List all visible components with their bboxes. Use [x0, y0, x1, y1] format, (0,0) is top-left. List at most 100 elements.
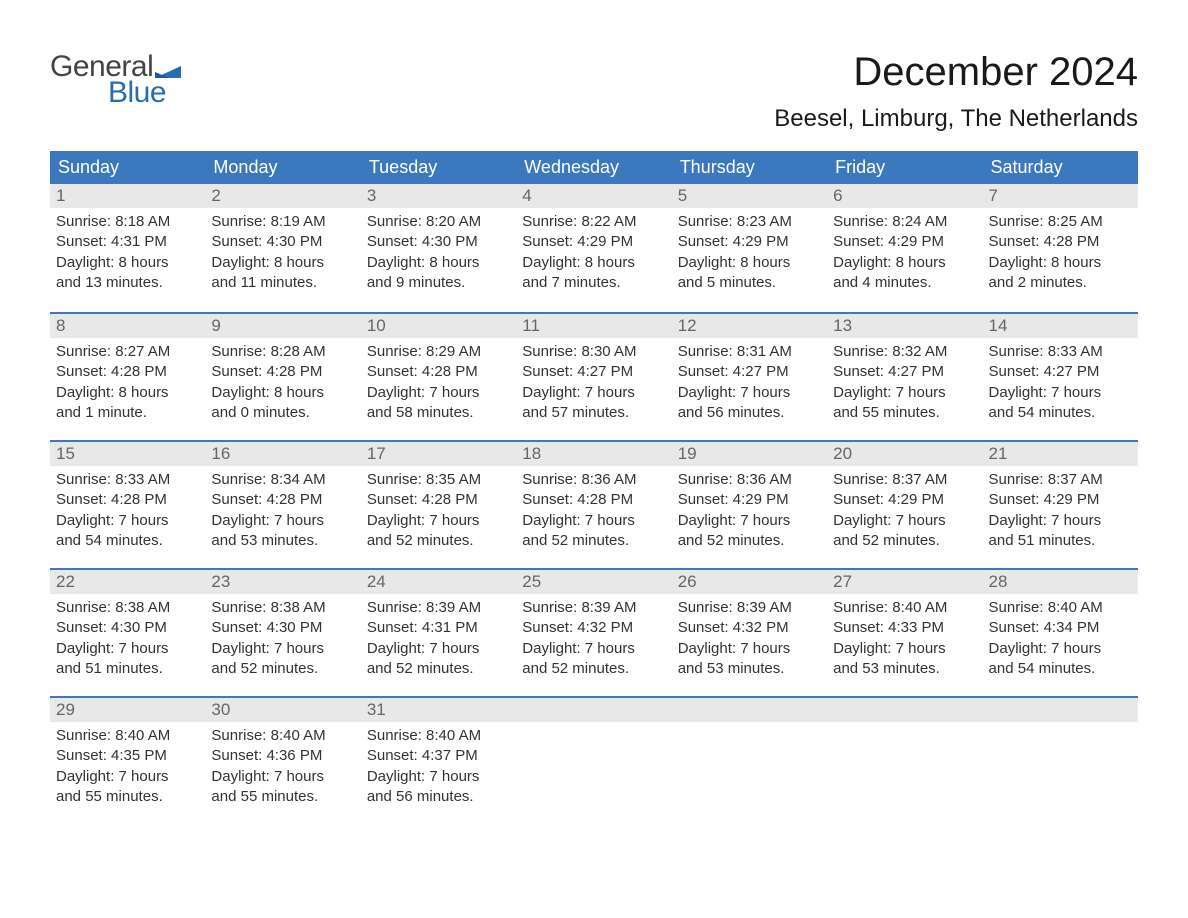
day-number: 17: [361, 442, 516, 466]
calendar-day: 5Sunrise: 8:23 AMSunset: 4:29 PMDaylight…: [672, 184, 827, 312]
calendar-day: 1Sunrise: 8:18 AMSunset: 4:31 PMDaylight…: [50, 184, 205, 312]
day-dl2: and 58 minutes.: [367, 403, 510, 423]
day-sunrise: Sunrise: 8:33 AM: [989, 342, 1132, 362]
day-dl2: and 1 minute.: [56, 403, 199, 423]
calendar-day: 29Sunrise: 8:40 AMSunset: 4:35 PMDayligh…: [50, 698, 205, 824]
day-body: Sunrise: 8:32 AMSunset: 4:27 PMDaylight:…: [827, 338, 982, 429]
day-sunset: Sunset: 4:28 PM: [211, 362, 354, 382]
day-dl2: and 0 minutes.: [211, 403, 354, 423]
day-sunrise: Sunrise: 8:36 AM: [678, 470, 821, 490]
calendar-day: 12Sunrise: 8:31 AMSunset: 4:27 PMDayligh…: [672, 314, 827, 440]
day-body: [672, 722, 827, 732]
day-number: 7: [983, 184, 1138, 208]
day-number: 30: [205, 698, 360, 722]
day-body: Sunrise: 8:28 AMSunset: 4:28 PMDaylight:…: [205, 338, 360, 429]
day-dl2: and 54 minutes.: [989, 403, 1132, 423]
day-number: 13: [827, 314, 982, 338]
day-number: 16: [205, 442, 360, 466]
day-sunrise: Sunrise: 8:37 AM: [989, 470, 1132, 490]
day-body: Sunrise: 8:40 AMSunset: 4:34 PMDaylight:…: [983, 594, 1138, 685]
day-dl1: Daylight: 7 hours: [56, 639, 199, 659]
day-dl1: Daylight: 8 hours: [678, 253, 821, 273]
calendar-week: 29Sunrise: 8:40 AMSunset: 4:35 PMDayligh…: [50, 696, 1138, 824]
day-number: [516, 698, 671, 722]
day-number: 1: [50, 184, 205, 208]
day-dl2: and 4 minutes.: [833, 273, 976, 293]
calendar-day: 16Sunrise: 8:34 AMSunset: 4:28 PMDayligh…: [205, 442, 360, 568]
day-sunset: Sunset: 4:27 PM: [522, 362, 665, 382]
day-sunrise: Sunrise: 8:40 AM: [367, 726, 510, 746]
day-body: Sunrise: 8:40 AMSunset: 4:33 PMDaylight:…: [827, 594, 982, 685]
calendar-day: 11Sunrise: 8:30 AMSunset: 4:27 PMDayligh…: [516, 314, 671, 440]
day-number: 9: [205, 314, 360, 338]
day-body: Sunrise: 8:24 AMSunset: 4:29 PMDaylight:…: [827, 208, 982, 299]
day-dl2: and 55 minutes.: [833, 403, 976, 423]
day-number: 21: [983, 442, 1138, 466]
calendar-day: 2Sunrise: 8:19 AMSunset: 4:30 PMDaylight…: [205, 184, 360, 312]
calendar-day: 19Sunrise: 8:36 AMSunset: 4:29 PMDayligh…: [672, 442, 827, 568]
day-dl2: and 56 minutes.: [678, 403, 821, 423]
day-body: Sunrise: 8:39 AMSunset: 4:31 PMDaylight:…: [361, 594, 516, 685]
calendar-day: 6Sunrise: 8:24 AMSunset: 4:29 PMDaylight…: [827, 184, 982, 312]
calendar-day: [827, 698, 982, 824]
calendar-week: 15Sunrise: 8:33 AMSunset: 4:28 PMDayligh…: [50, 440, 1138, 568]
day-body: Sunrise: 8:37 AMSunset: 4:29 PMDaylight:…: [983, 466, 1138, 557]
day-sunrise: Sunrise: 8:19 AM: [211, 212, 354, 232]
day-sunset: Sunset: 4:28 PM: [989, 232, 1132, 252]
calendar-day: 7Sunrise: 8:25 AMSunset: 4:28 PMDaylight…: [983, 184, 1138, 312]
day-body: Sunrise: 8:33 AMSunset: 4:27 PMDaylight:…: [983, 338, 1138, 429]
day-dl2: and 52 minutes.: [522, 531, 665, 551]
day-sunset: Sunset: 4:30 PM: [211, 232, 354, 252]
day-dl2: and 53 minutes.: [833, 659, 976, 679]
day-dl1: Daylight: 8 hours: [211, 253, 354, 273]
day-dl1: Daylight: 8 hours: [56, 383, 199, 403]
day-sunset: Sunset: 4:28 PM: [56, 490, 199, 510]
calendar-day: 25Sunrise: 8:39 AMSunset: 4:32 PMDayligh…: [516, 570, 671, 696]
calendar-day: [516, 698, 671, 824]
day-of-week-header: SundayMondayTuesdayWednesdayThursdayFrid…: [50, 151, 1138, 184]
day-dl1: Daylight: 7 hours: [678, 511, 821, 531]
day-sunset: Sunset: 4:36 PM: [211, 746, 354, 766]
day-dl1: Daylight: 7 hours: [367, 639, 510, 659]
day-sunset: Sunset: 4:28 PM: [56, 362, 199, 382]
day-dl2: and 2 minutes.: [989, 273, 1132, 293]
day-sunrise: Sunrise: 8:29 AM: [367, 342, 510, 362]
calendar-day: 9Sunrise: 8:28 AMSunset: 4:28 PMDaylight…: [205, 314, 360, 440]
day-dl2: and 52 minutes.: [678, 531, 821, 551]
day-dl1: Daylight: 7 hours: [211, 639, 354, 659]
day-sunset: Sunset: 4:35 PM: [56, 746, 199, 766]
day-body: Sunrise: 8:34 AMSunset: 4:28 PMDaylight:…: [205, 466, 360, 557]
calendar-day: 30Sunrise: 8:40 AMSunset: 4:36 PMDayligh…: [205, 698, 360, 824]
calendar-day: [672, 698, 827, 824]
day-sunrise: Sunrise: 8:40 AM: [989, 598, 1132, 618]
day-number: [827, 698, 982, 722]
day-sunset: Sunset: 4:29 PM: [678, 232, 821, 252]
day-dl2: and 11 minutes.: [211, 273, 354, 293]
day-body: Sunrise: 8:37 AMSunset: 4:29 PMDaylight:…: [827, 466, 982, 557]
day-number: 8: [50, 314, 205, 338]
day-number: 22: [50, 570, 205, 594]
day-dl1: Daylight: 8 hours: [989, 253, 1132, 273]
calendar-day: 4Sunrise: 8:22 AMSunset: 4:29 PMDaylight…: [516, 184, 671, 312]
day-body: Sunrise: 8:40 AMSunset: 4:36 PMDaylight:…: [205, 722, 360, 813]
day-number: 20: [827, 442, 982, 466]
day-dl1: Daylight: 8 hours: [367, 253, 510, 273]
day-sunset: Sunset: 4:37 PM: [367, 746, 510, 766]
calendar-day: 20Sunrise: 8:37 AMSunset: 4:29 PMDayligh…: [827, 442, 982, 568]
day-body: Sunrise: 8:20 AMSunset: 4:30 PMDaylight:…: [361, 208, 516, 299]
day-dl2: and 13 minutes.: [56, 273, 199, 293]
day-dl1: Daylight: 8 hours: [211, 383, 354, 403]
day-dl2: and 54 minutes.: [56, 531, 199, 551]
day-sunrise: Sunrise: 8:28 AM: [211, 342, 354, 362]
day-sunset: Sunset: 4:30 PM: [56, 618, 199, 638]
day-body: [827, 722, 982, 732]
calendar-week: 8Sunrise: 8:27 AMSunset: 4:28 PMDaylight…: [50, 312, 1138, 440]
calendar-day: 23Sunrise: 8:38 AMSunset: 4:30 PMDayligh…: [205, 570, 360, 696]
day-dl1: Daylight: 7 hours: [678, 639, 821, 659]
day-body: Sunrise: 8:29 AMSunset: 4:28 PMDaylight:…: [361, 338, 516, 429]
day-number: 29: [50, 698, 205, 722]
day-body: Sunrise: 8:33 AMSunset: 4:28 PMDaylight:…: [50, 466, 205, 557]
day-number: 25: [516, 570, 671, 594]
dow-cell: Tuesday: [361, 151, 516, 184]
day-sunset: Sunset: 4:27 PM: [989, 362, 1132, 382]
